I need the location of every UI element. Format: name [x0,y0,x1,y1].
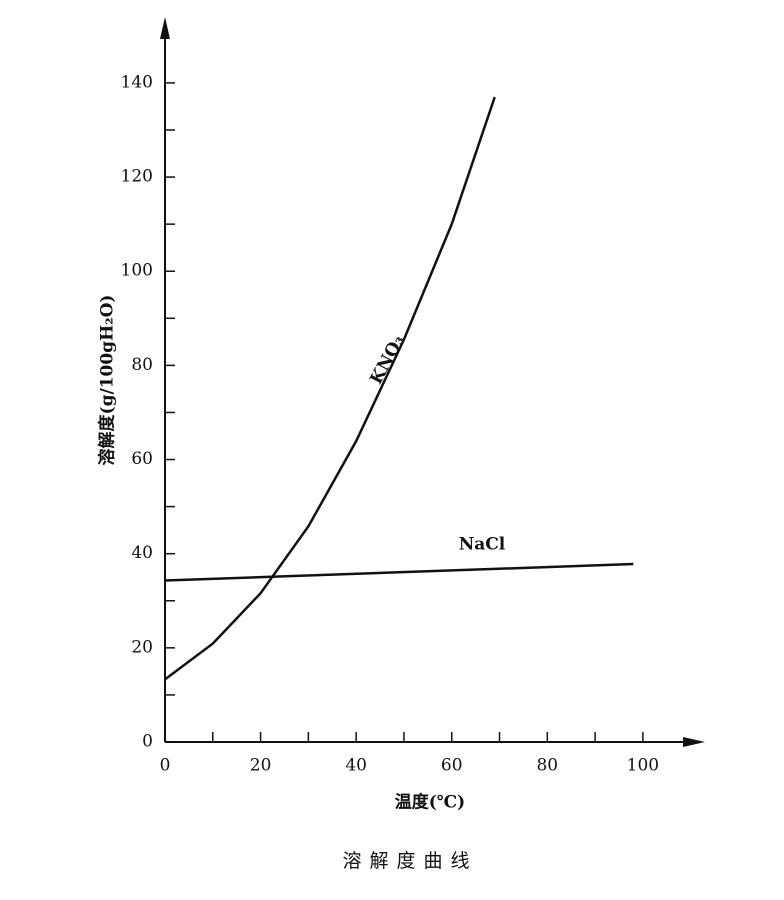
x-tick-label: 0 [160,756,171,776]
x-tick-label: 60 [441,756,463,776]
series-line [164,96,496,681]
series-label: KNO₃ [366,332,408,388]
x-tick-label: 20 [250,756,272,776]
series-label: NaCl [459,535,506,555]
y-axis-arrow [160,17,170,39]
y-axis-label: 溶解度(g/100gH₂O) [97,295,118,466]
y-tick-label: 140 [121,72,153,92]
y-tick-label: 40 [131,543,153,563]
x-tick-label: 100 [627,756,659,776]
x-tick-label: 40 [345,756,367,776]
y-tick-label: 80 [131,355,153,375]
y-tick-label: 60 [131,449,153,469]
series-line [164,562,634,582]
x-axis-arrow [683,737,705,747]
y-tick-label: 100 [121,261,153,281]
caption: 溶解度曲线 [342,850,477,872]
y-tick-label: 120 [121,167,153,187]
y-tick-label: 0 [142,732,153,752]
x-axis-label: 温度(℃) [395,792,465,813]
x-tick-label: 80 [536,756,558,776]
y-tick-label: 20 [131,637,153,657]
